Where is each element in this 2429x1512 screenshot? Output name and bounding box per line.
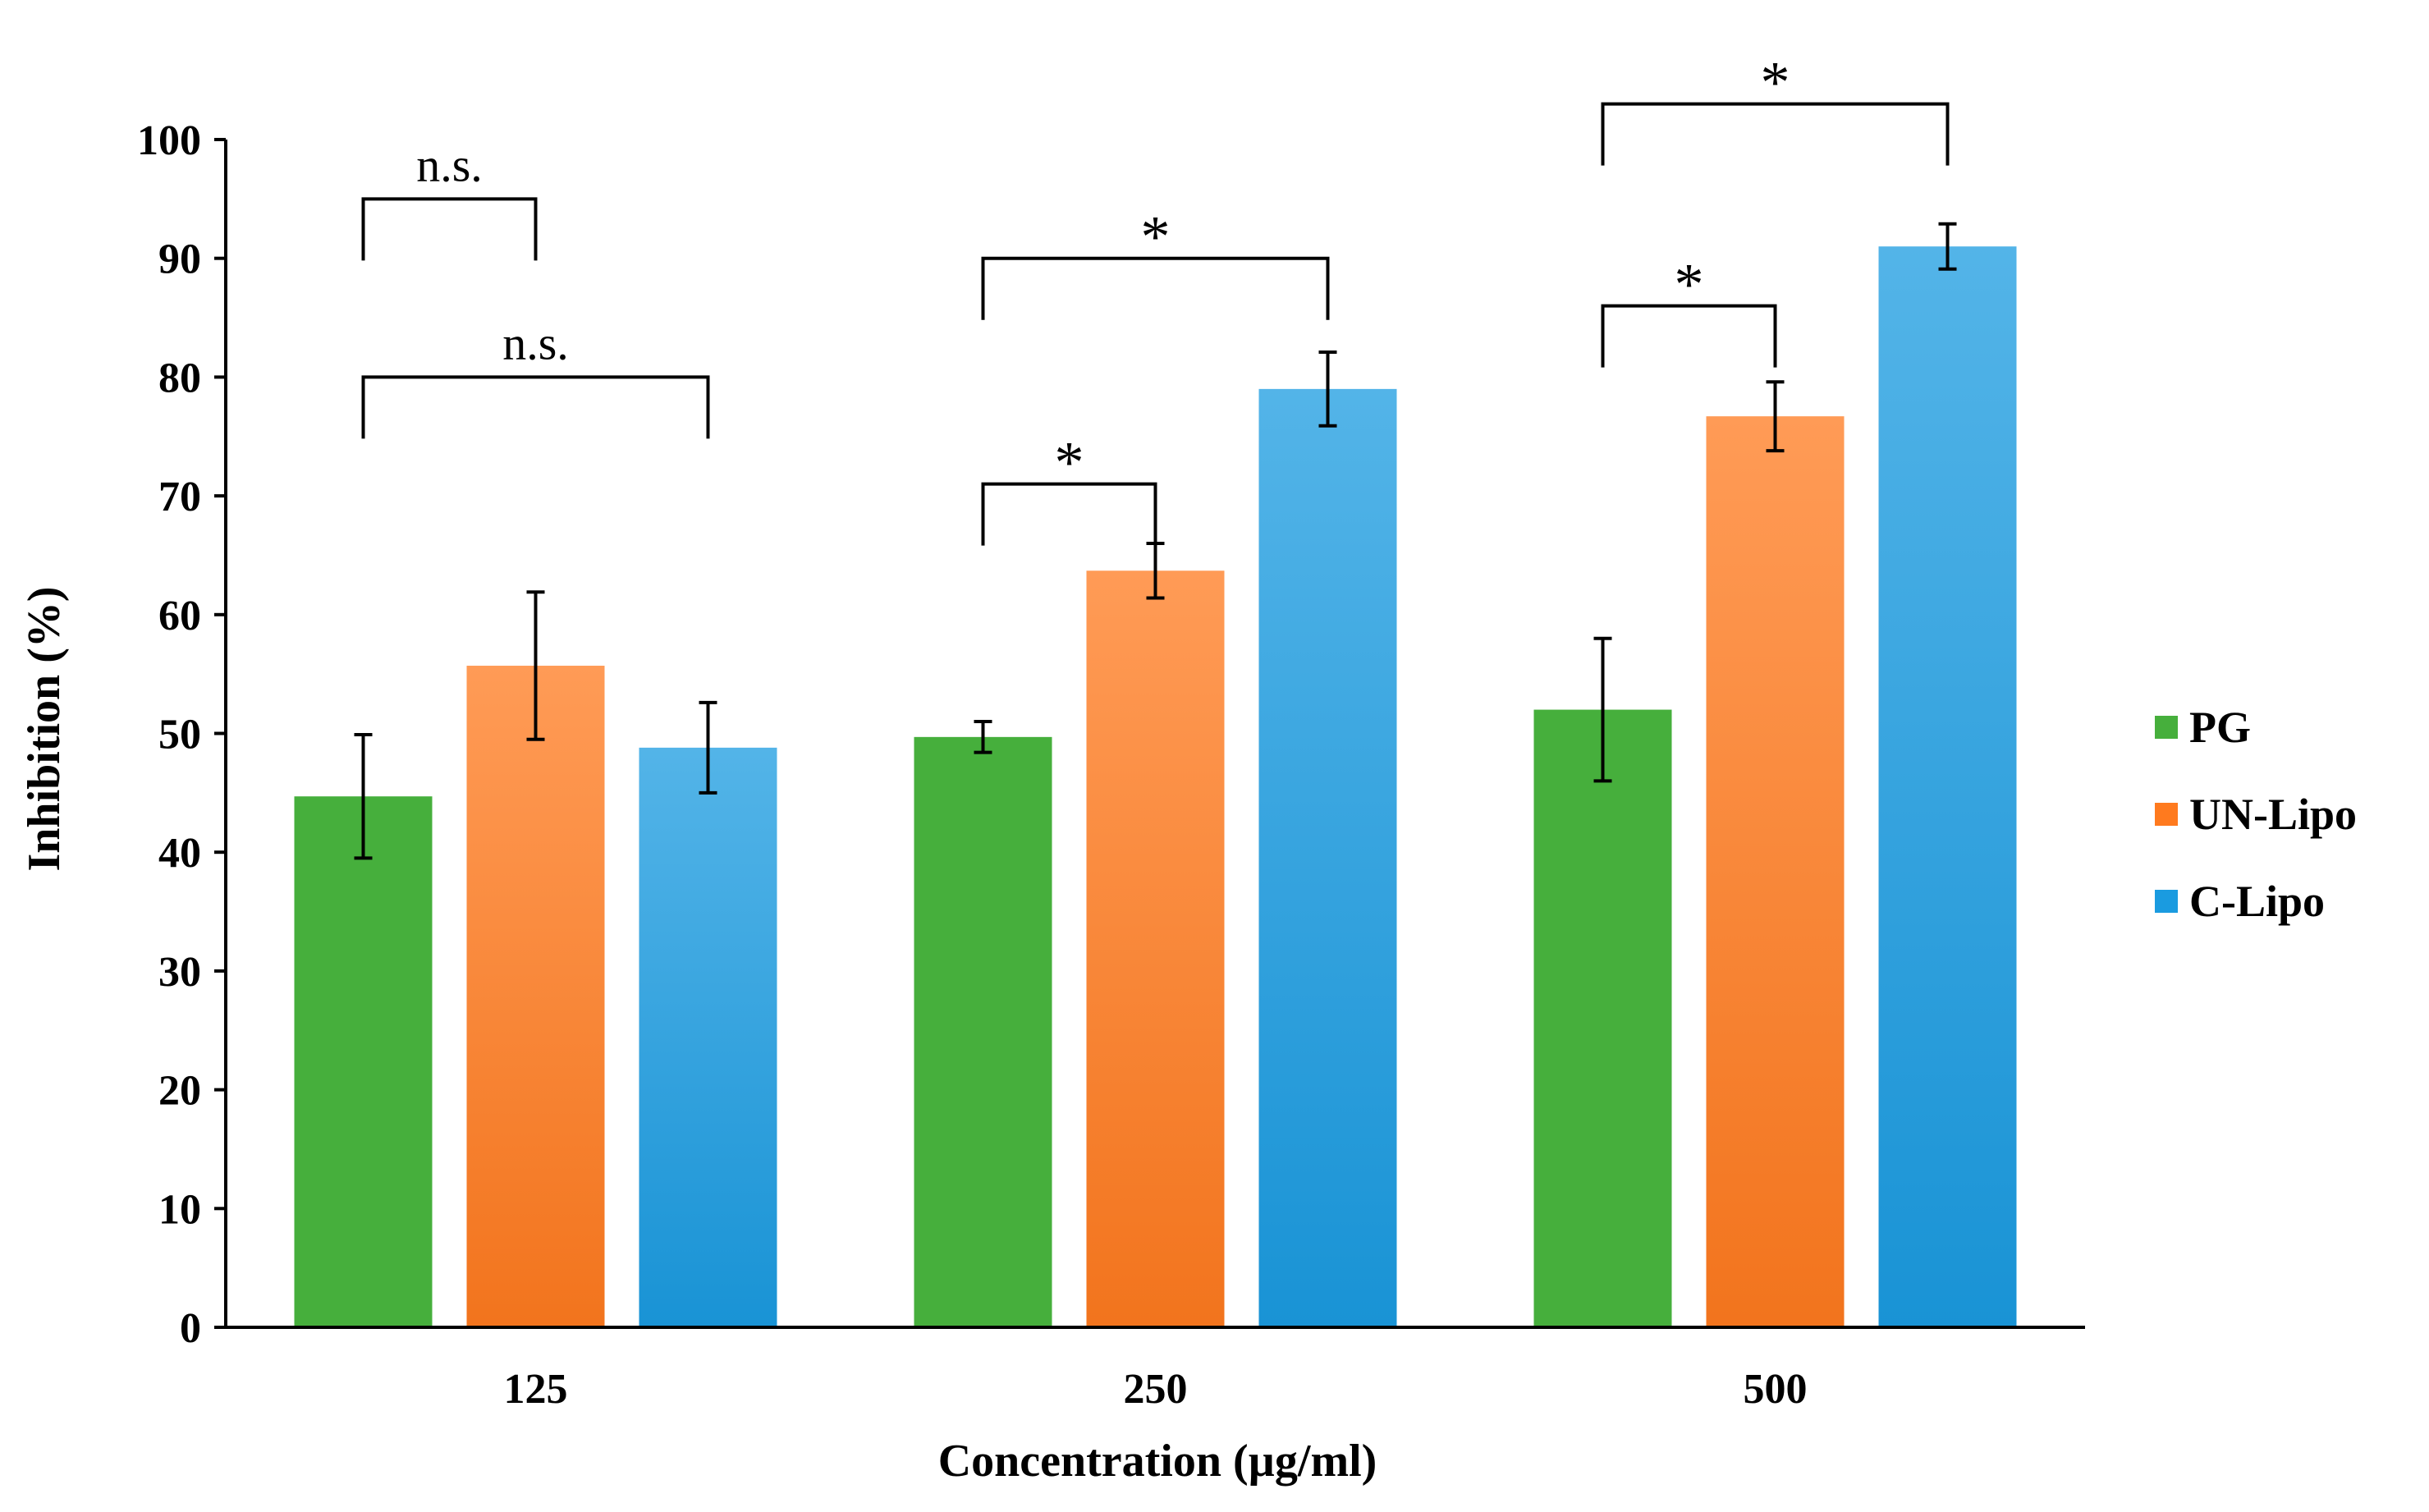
legend: PG UN-Lipo C-Lipo: [2155, 703, 2357, 926]
bar-pg-250: [914, 736, 1052, 1327]
bar-c-lipo-500: [1878, 246, 2017, 1328]
y-tick-label-90: 90: [158, 236, 201, 283]
y-tick-label-50: 50: [158, 712, 201, 758]
significance-label: *: [1141, 204, 1171, 270]
significance-label: n.s.: [502, 316, 569, 369]
y-tick-label-0: 0: [180, 1305, 201, 1352]
significance-label: n.s.: [416, 138, 483, 191]
bracket-line: [1601, 102, 1950, 166]
bracket-line: [981, 482, 1157, 546]
legend-item-un-lipo: UN-Lipo: [2155, 790, 2357, 839]
y-tick-label-10: 10: [158, 1186, 201, 1233]
x-tick-label-250: 250: [1124, 1366, 1188, 1413]
bracket-line: [361, 375, 710, 439]
bar-un-lipo-125: [466, 666, 605, 1327]
legend-item-c-lipo: C-Lipo: [2155, 877, 2325, 926]
legend-item-pg: PG: [2155, 703, 2251, 752]
bracket-line: [361, 197, 538, 261]
bars-group: [294, 246, 2017, 1328]
y-axis-title: Inhibition (%): [19, 587, 70, 872]
legend-swatch: [2155, 890, 2178, 913]
bar-un-lipo-500: [1706, 416, 1845, 1327]
legend-label: C-Lipo: [2189, 877, 2325, 926]
significance-bracket-250-3: *: [981, 204, 1330, 320]
legend-swatch: [2155, 803, 2178, 826]
y-tick-label-20: 20: [158, 1068, 201, 1115]
y-tick-label-80: 80: [158, 355, 201, 401]
significance-bracket-500-4: *: [1601, 252, 1777, 368]
y-tick-label-100: 100: [137, 117, 201, 164]
significance-bracket-500-5: *: [1601, 50, 1950, 166]
legend-swatch: [2155, 716, 2178, 739]
significance-bracket-250-2: *: [981, 430, 1157, 546]
legend-label: UN-Lipo: [2189, 790, 2357, 839]
bar-c-lipo-125: [639, 747, 777, 1327]
significance-bracket-125-1: n.s.: [361, 316, 710, 439]
bar-un-lipo-250: [1086, 570, 1225, 1327]
legend-label: PG: [2189, 703, 2251, 752]
y-tick-label-70: 70: [158, 474, 201, 520]
x-ticks-group: 125 250 500: [504, 1366, 1808, 1413]
significance-bracket-125-0: n.s.: [361, 138, 538, 261]
x-tick-label-125: 125: [504, 1366, 568, 1413]
bar-pg-125: [294, 796, 433, 1327]
significance-label: *: [1055, 430, 1084, 496]
significance-label: *: [1675, 252, 1704, 318]
y-tick-label-40: 40: [158, 830, 201, 877]
bracket-line: [981, 256, 1330, 320]
bar-c-lipo-250: [1258, 388, 1397, 1327]
y-tick-label-30: 30: [158, 949, 201, 996]
significance-label: *: [1761, 50, 1790, 116]
significance-group: n.s. n.s. * * * *: [361, 50, 1950, 546]
bar-pg-500: [1533, 709, 1672, 1327]
y-tick-label-60: 60: [158, 593, 201, 639]
bracket-line: [1601, 304, 1777, 368]
y-ticks-group: 0 10 20 30 40 50 60 70 80 90 100: [137, 117, 226, 1352]
x-tick-label-500: 500: [1744, 1366, 1808, 1413]
x-axis-title: Concentration (µg/ml): [938, 1436, 1377, 1487]
